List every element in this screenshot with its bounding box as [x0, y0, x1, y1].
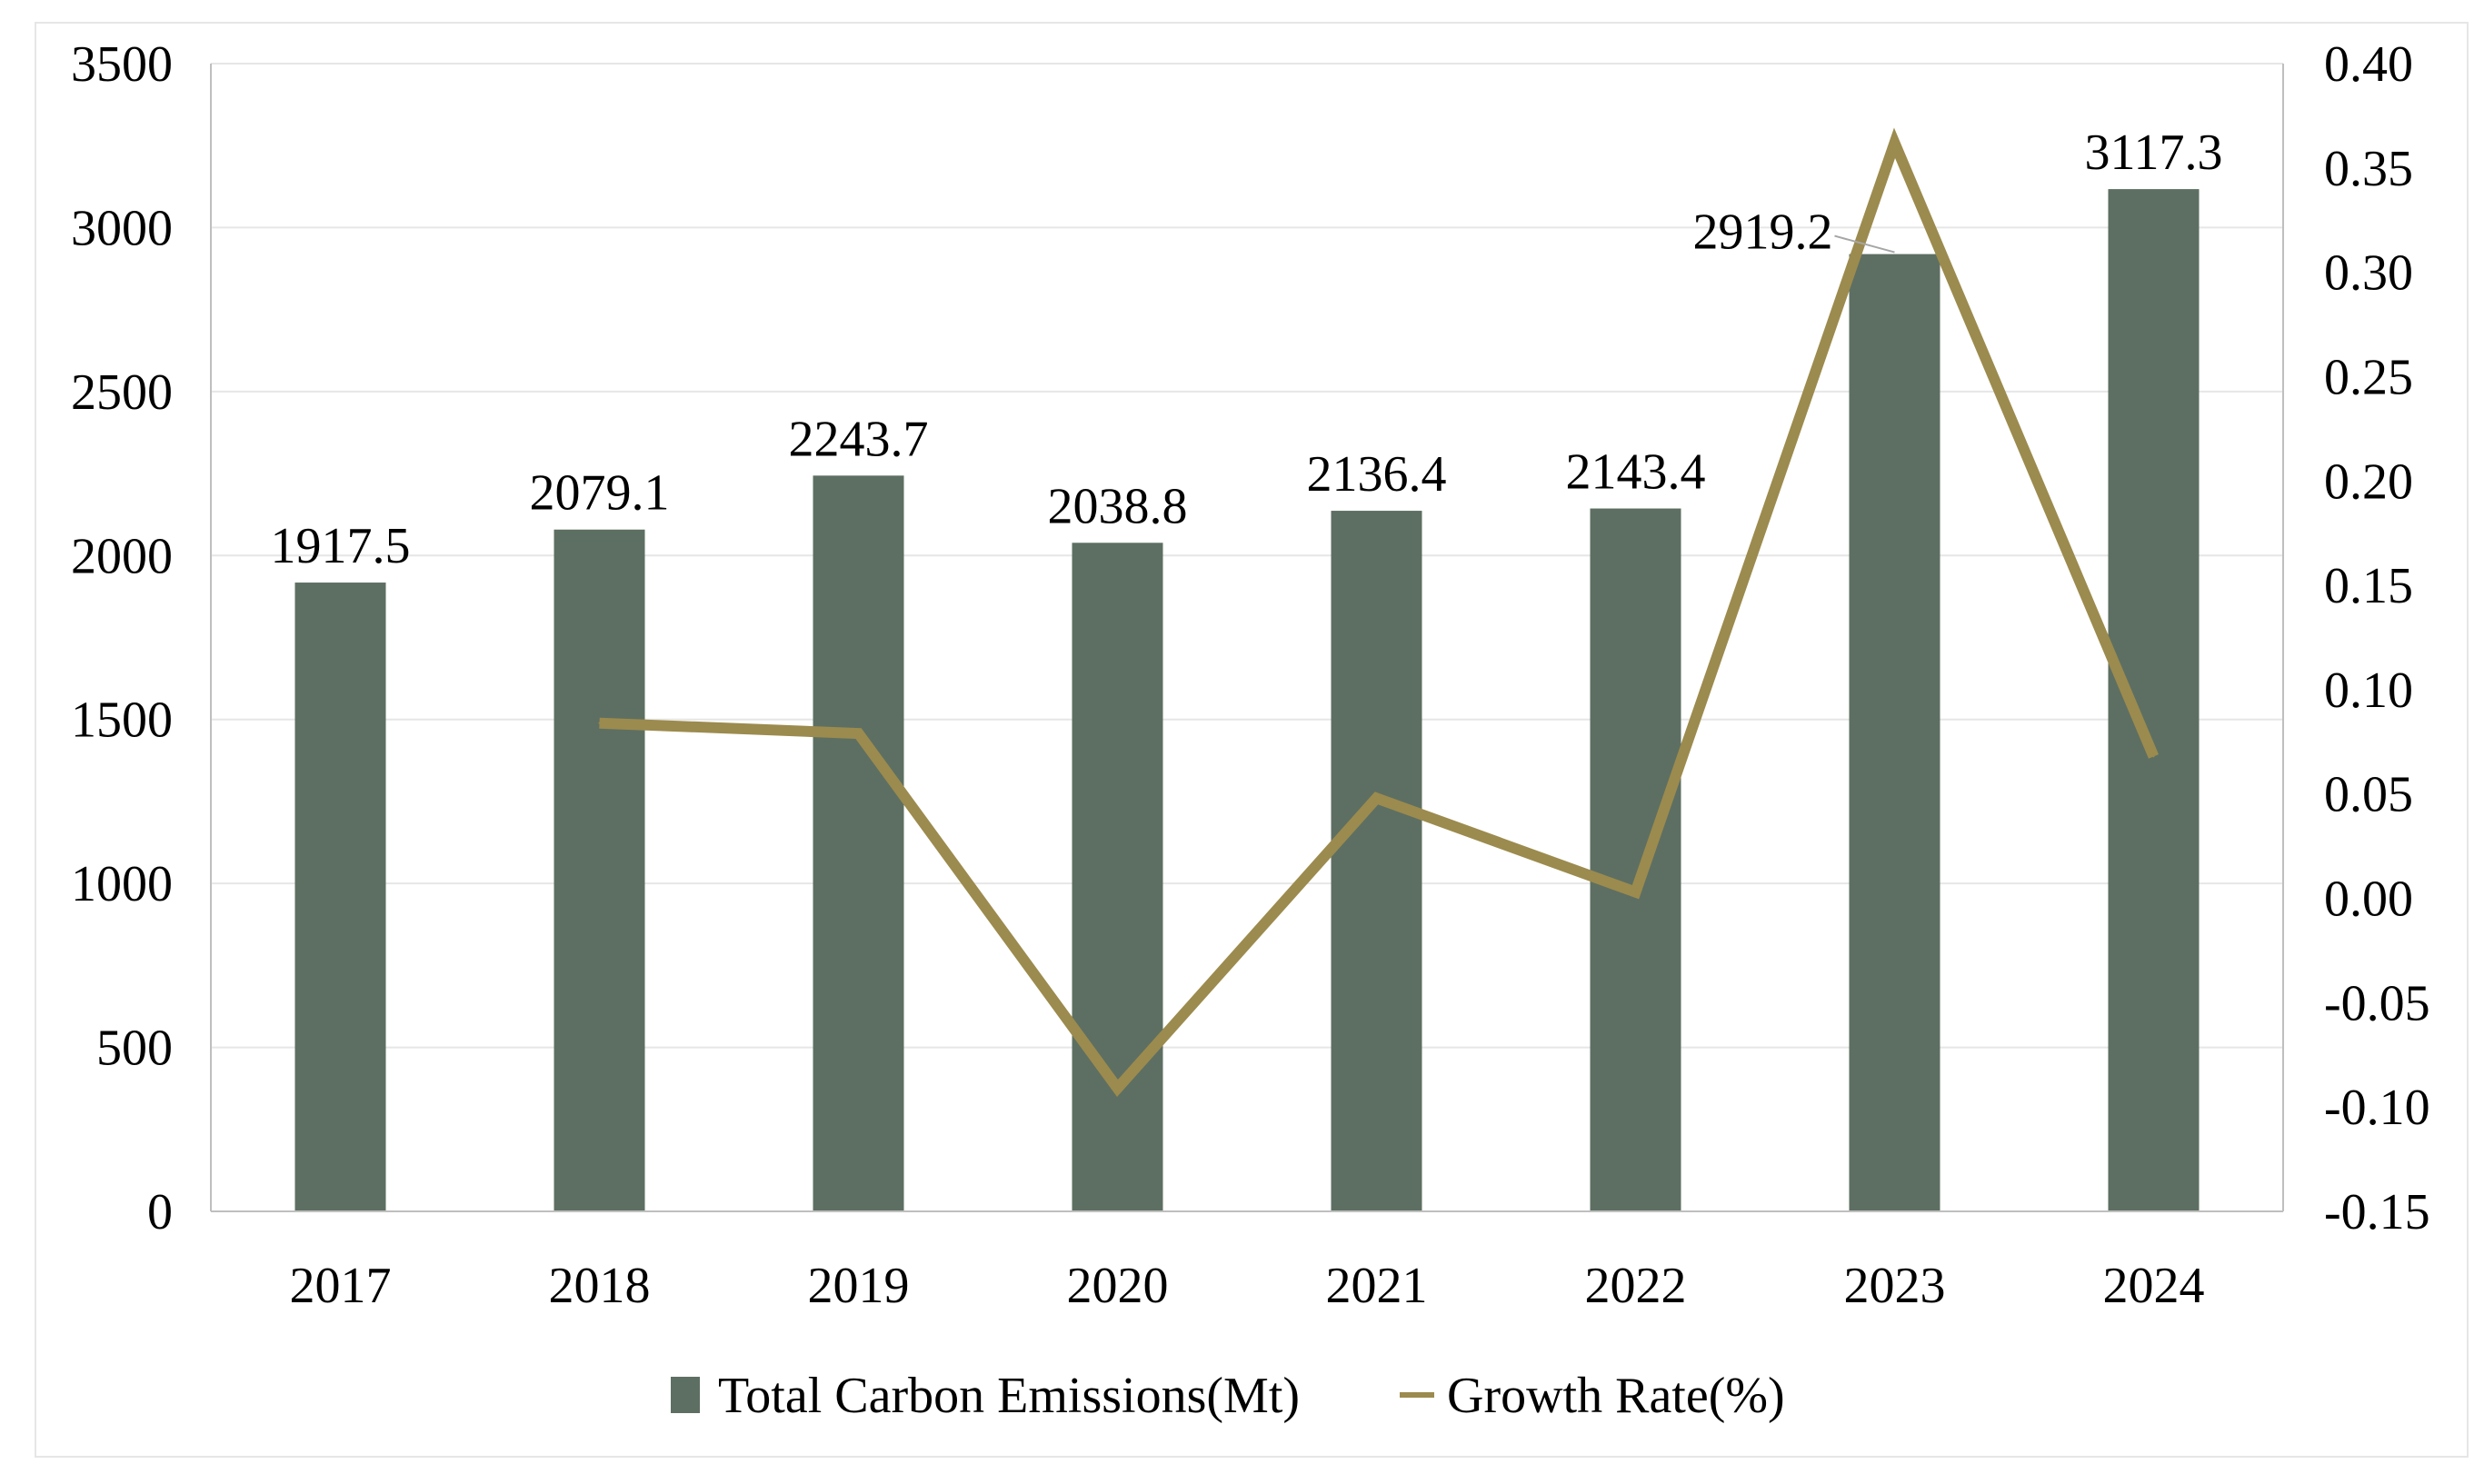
legend: Total Carbon Emissions(Mt) Growth Rate(%) [671, 1368, 1785, 1424]
bar-data-label: 2136.4 [1307, 446, 1447, 503]
growth-rate-point-2019 [857, 732, 860, 735]
growth-rate-point-2021 [1375, 797, 1378, 800]
x-tick-label: 2019 [808, 1258, 910, 1314]
bar-data-label: 2079.1 [530, 465, 670, 522]
y-left-tick-label: 2500 [71, 364, 173, 421]
data-labels: 1917.5 2079.1 2243.7 2038.8 2136.4 2143.4 2919… [271, 124, 2223, 574]
legend-label-emissions: Total Carbon Emissions(Mt) [718, 1368, 1300, 1424]
bar-2019 [813, 475, 904, 1211]
x-tick-label: 2023 [1844, 1258, 1946, 1314]
tick-labels: 0 500 1000 1500 2000 2500 3000 3500 -0.15 -0.10 -0… [71, 36, 2430, 1314]
x-tick-label: 2017 [290, 1258, 392, 1314]
y-right-tick-label: 0.10 [2324, 662, 2413, 719]
growth-rate-point-2020 [1116, 1087, 1119, 1090]
bars [294, 189, 2200, 1212]
bar-2017 [294, 583, 386, 1211]
legend-swatch-bar [671, 1377, 700, 1413]
y-left-tick-label: 500 [96, 1021, 173, 1077]
x-tick-label: 2018 [549, 1258, 651, 1314]
legend-label-growth: Growth Rate(%) [1447, 1368, 1785, 1424]
y-left-tick-label: 3000 [71, 200, 173, 256]
bar-data-label: 2143.4 [1566, 444, 1706, 501]
y-left-tick-label: 3500 [71, 36, 173, 93]
bar-data-label: 2038.8 [1048, 478, 1188, 534]
y-right-tick-label: 0.15 [2324, 558, 2413, 614]
y-left-tick-label: 1000 [71, 856, 173, 912]
y-right-tick-label: -0.10 [2324, 1080, 2430, 1136]
y-right-tick-label: 0.05 [2324, 767, 2413, 823]
x-tick-label: 2024 [2103, 1258, 2205, 1314]
growth-rate-point-2018 [598, 722, 601, 724]
growth-rate-point-2022 [1634, 891, 1637, 893]
y-right-tick-label: 0.30 [2324, 245, 2413, 302]
bar-2021 [1331, 511, 1422, 1211]
y-right-tick-label: 0.20 [2324, 453, 2413, 510]
growth-rate-point-2024 [2152, 755, 2155, 758]
bar-data-label: 2919.2 [1693, 204, 1833, 261]
gridlines [211, 63, 2283, 1049]
growth-rate-point-2023 [1893, 142, 1896, 144]
x-tick-label: 2020 [1067, 1258, 1169, 1314]
bar-2018 [554, 529, 645, 1211]
bar-2022 [1590, 508, 1681, 1211]
bar-data-label: 3117.3 [2085, 124, 2223, 181]
growth-line [598, 127, 2160, 1098]
bar-2024 [2108, 189, 2200, 1212]
y-left-tick-label: 0 [147, 1184, 173, 1240]
bar-data-label: 2243.7 [789, 411, 929, 467]
y-right-tick-label: -0.05 [2324, 975, 2430, 1031]
x-tick-label: 2022 [1585, 1258, 1687, 1314]
bar-2023 [1849, 254, 1940, 1211]
label-leader-line [1834, 234, 1895, 254]
chart-frame [35, 22, 2469, 1458]
bar-data-label: 1917.5 [271, 518, 411, 574]
y-right-tick-label: 0.40 [2324, 36, 2413, 93]
y-right-tick-label: 0.00 [2324, 871, 2413, 928]
y-right-tick-label: 0.35 [2324, 141, 2413, 197]
y-left-tick-label: 2000 [71, 528, 173, 584]
y-right-tick-label: 0.25 [2324, 349, 2413, 405]
x-tick-label: 2021 [1326, 1258, 1428, 1314]
bar-2020 [1072, 543, 1163, 1211]
y-right-tick-label: -0.15 [2324, 1184, 2430, 1240]
axes [210, 64, 2284, 1212]
y-left-tick-label: 1500 [71, 692, 173, 749]
